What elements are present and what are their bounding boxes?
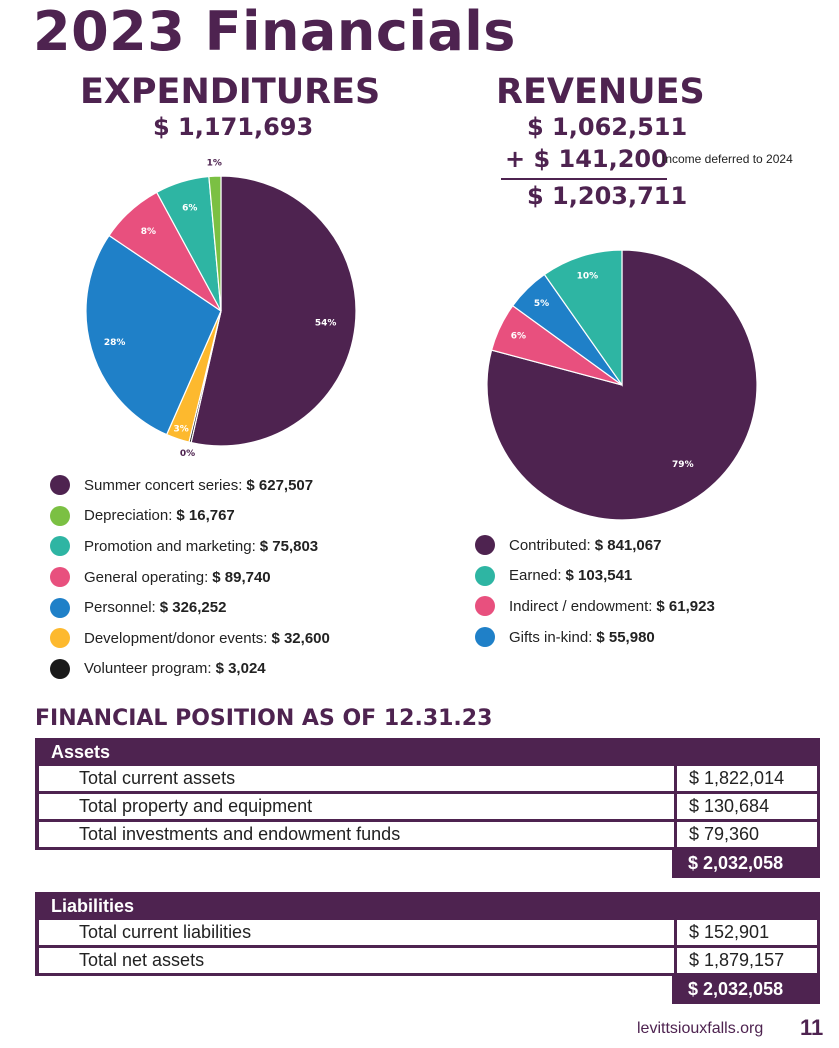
legend-label: Depreciation: xyxy=(84,507,173,525)
expenditures-heading: EXPENDITURES xyxy=(80,72,381,112)
revenues-total: $ 1,203,711 xyxy=(527,182,688,210)
pie-slice-label: 6% xyxy=(511,332,526,342)
legend-swatch xyxy=(50,475,70,496)
row-label: Total net assets xyxy=(39,948,674,973)
legend-value: $ 16,767 xyxy=(176,507,235,525)
legend-label: Development/donor events: xyxy=(84,629,268,647)
table-row: Total current assets $ 1,822,014 xyxy=(39,766,817,791)
pie-slice-label: 3% xyxy=(173,425,188,435)
pie-slice-label: 28% xyxy=(104,338,126,348)
table-row: Total investments and endowment funds $ … xyxy=(39,822,817,847)
legend-value: $ 103,541 xyxy=(565,567,633,585)
expenditures-pie-chart: 54% 0% 3% 28% 8% 6% 1% xyxy=(85,159,357,459)
assets-table: Assets Total current assets $ 1,822,014 … xyxy=(35,738,820,850)
legend-value: $ 61,923 xyxy=(656,597,715,615)
revenues-pie-chart: 79% 6% 5% 10% xyxy=(486,249,758,521)
pie-slice xyxy=(85,234,222,436)
legend-value: $ 32,600 xyxy=(271,629,330,647)
pie-slice xyxy=(543,249,623,387)
liabilities-total: $ 2,032,058 xyxy=(672,974,820,1004)
assets-header: Assets xyxy=(35,738,820,766)
legend-item: Personnel: $ 326,252 xyxy=(50,592,330,623)
liabilities-table: Liabilities Total current liabilities $ … xyxy=(35,892,820,976)
legend-swatch xyxy=(475,596,495,617)
revenues-sum-rule xyxy=(501,178,667,180)
footer-url[interactable]: levittsiouxfalls.org xyxy=(637,1020,764,1037)
row-value: $ 79,360 xyxy=(677,822,817,847)
revenues-heading: REVENUES xyxy=(496,72,705,112)
pie-slice-label: 54% xyxy=(315,319,337,329)
legend-item: Development/donor events: $ 32,600 xyxy=(50,623,330,654)
legend-item: Summer concert series: $ 627,507 xyxy=(50,470,330,501)
row-label: Total investments and endowment funds xyxy=(39,822,674,847)
legend-label: Indirect / endowment: xyxy=(509,597,653,615)
pie-slice-label: 0% xyxy=(180,449,195,459)
legend-swatch xyxy=(50,597,70,618)
page-number: 11 xyxy=(800,1015,824,1040)
row-value: $ 1,822,014 xyxy=(677,766,817,791)
legend-value: $ 3,024 xyxy=(215,660,266,678)
pie-slice xyxy=(190,175,357,447)
revenues-legend: Contributed: $ 841,067 Earned: $ 103,541 Ind… xyxy=(475,530,715,652)
legend-value: $ 55,980 xyxy=(596,628,655,646)
legend-item: Earned: $ 103,541 xyxy=(475,561,715,592)
legend-swatch xyxy=(475,627,495,648)
page-title: 2023 Financials xyxy=(33,0,516,63)
legend-item: Promotion and marketing: $ 75,803 xyxy=(50,531,330,562)
pie-slice-label: 10% xyxy=(577,272,599,282)
legend-label: Earned: xyxy=(509,567,562,585)
legend-label: Personnel: xyxy=(84,599,156,617)
row-value: $ 130,684 xyxy=(677,794,817,819)
row-value: $ 152,901 xyxy=(677,920,817,945)
legend-label: Contributed: xyxy=(509,536,591,554)
expenditures-legend: Summer concert series: $ 627,507 Depreciat… xyxy=(50,470,330,684)
legend-swatch xyxy=(50,658,70,679)
revenues-line1: $ 1,062,511 xyxy=(527,113,688,141)
legend-swatch xyxy=(50,567,70,588)
revenues-line2: + $ 141,200 xyxy=(505,145,668,173)
table-row: Total net assets $ 1,879,157 xyxy=(39,948,817,973)
row-value: $ 1,879,157 xyxy=(677,948,817,973)
legend-swatch xyxy=(50,628,70,649)
row-label: Total property and equipment xyxy=(39,794,674,819)
pie-slice-label: 5% xyxy=(534,299,549,309)
legend-label: Volunteer program: xyxy=(84,660,212,678)
row-label: Total current assets xyxy=(39,766,674,791)
row-label: Total current liabilities xyxy=(39,920,674,945)
legend-item: Depreciation: $ 16,767 xyxy=(50,501,330,532)
deferred-income-note: Income deferred to 2024 xyxy=(662,152,793,166)
legend-item: Volunteer program: $ 3,024 xyxy=(50,654,330,685)
pie-slice-label: 8% xyxy=(141,227,156,237)
table-row: Total property and equipment $ 130,684 xyxy=(39,794,817,819)
legend-swatch xyxy=(50,536,70,557)
expenditures-total: $ 1,171,693 xyxy=(153,113,314,141)
legend-label: Summer concert series: xyxy=(84,476,243,494)
table-row: Total current liabilities $ 152,901 xyxy=(39,920,817,945)
pie-slice-label: 6% xyxy=(182,204,197,214)
legend-item: Gifts in-kind: $ 55,980 xyxy=(475,622,715,653)
pie-slice-label: 79% xyxy=(672,460,694,470)
legend-label: Gifts in-kind: xyxy=(509,628,593,646)
legend-value: $ 627,507 xyxy=(246,476,314,494)
legend-item: Indirect / endowment: $ 61,923 xyxy=(475,591,715,622)
legend-value: $ 89,740 xyxy=(212,568,271,586)
legend-swatch xyxy=(50,505,70,526)
legend-value: $ 841,067 xyxy=(594,536,662,554)
legend-value: $ 326,252 xyxy=(159,599,227,617)
legend-item: Contributed: $ 841,067 xyxy=(475,530,715,561)
pie-slice xyxy=(208,175,222,312)
liabilities-header: Liabilities xyxy=(35,892,820,920)
legend-value: $ 75,803 xyxy=(259,537,319,555)
legend-swatch xyxy=(475,535,495,556)
legend-item: General operating: $ 89,740 xyxy=(50,562,330,593)
legend-label: General operating: xyxy=(84,568,209,586)
legend-swatch xyxy=(475,565,495,586)
financial-position-title: FINANCIAL POSITION AS OF 12.31.23 xyxy=(35,706,493,731)
legend-label: Promotion and marketing: xyxy=(84,537,256,555)
pie-slice-label: 1% xyxy=(207,159,222,169)
assets-total: $ 2,032,058 xyxy=(672,848,820,878)
